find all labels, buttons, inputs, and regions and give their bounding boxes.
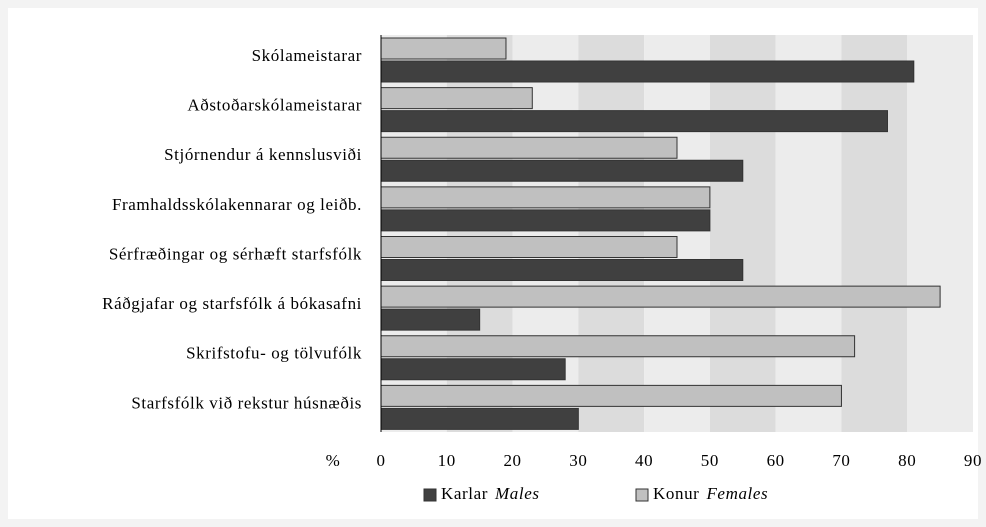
legend-name-en: Males	[494, 484, 540, 503]
bar	[380, 335, 856, 358]
x-tick-label: 60	[767, 451, 785, 470]
y-tick-label: Aðstoðarskólameistarar	[187, 96, 362, 115]
y-tick-label: Stjórnendur á kennslusviði	[164, 145, 362, 164]
grid-band	[709, 35, 776, 432]
grid-band	[644, 35, 710, 432]
x-tick-label: 80	[898, 451, 916, 470]
bar	[380, 110, 888, 133]
y-tick-label: Framhaldsskólakennarar og leiðb.	[112, 195, 362, 214]
x-tick-label: 20	[503, 451, 521, 470]
x-tick-label: 90	[964, 451, 982, 470]
legend-label: Konur Females	[653, 484, 768, 503]
x-tick-label: 50	[701, 451, 719, 470]
bar	[380, 186, 711, 209]
x-tick-label: 70	[832, 451, 850, 470]
legend-name: Konur	[653, 484, 699, 503]
x-axis-label: %	[326, 451, 341, 470]
grid-band	[775, 35, 842, 432]
bar	[380, 236, 678, 258]
bar	[380, 159, 744, 182]
bar	[380, 37, 507, 60]
x-tick-label: 40	[635, 451, 653, 470]
y-tick-label: Ráðgjafar og starfsfólk á bókasafni	[102, 294, 362, 313]
y-tick-label: Skrifstofu- og tölvufólk	[186, 344, 362, 363]
legend-name-en: Females	[705, 484, 768, 503]
x-tick-label: 0	[376, 451, 385, 470]
legend-swatch	[635, 488, 649, 502]
x-tick-label: 30	[569, 451, 587, 470]
legend-label: Karlar Males	[441, 484, 540, 503]
y-tick-label: Skólameistarar	[252, 46, 362, 65]
legend-name: Karlar	[441, 484, 488, 503]
legend-swatch	[423, 488, 437, 502]
grid-band	[578, 35, 645, 432]
bar	[380, 407, 579, 430]
bar	[380, 87, 533, 110]
x-tick-label: 10	[438, 451, 456, 470]
bar	[380, 209, 711, 232]
bar	[380, 259, 744, 281]
y-tick-label: Sérfræðingar og sérhæft starfsfólk	[109, 244, 362, 263]
y-tick-label: Starfsfólk við rekstur húsnæðis	[131, 393, 362, 412]
bar	[380, 136, 678, 159]
bar	[380, 384, 842, 407]
grid-band	[841, 35, 908, 432]
bar	[380, 285, 941, 308]
bar	[380, 358, 566, 381]
grid-band	[907, 35, 973, 432]
bar	[380, 308, 481, 331]
bar	[380, 60, 915, 83]
